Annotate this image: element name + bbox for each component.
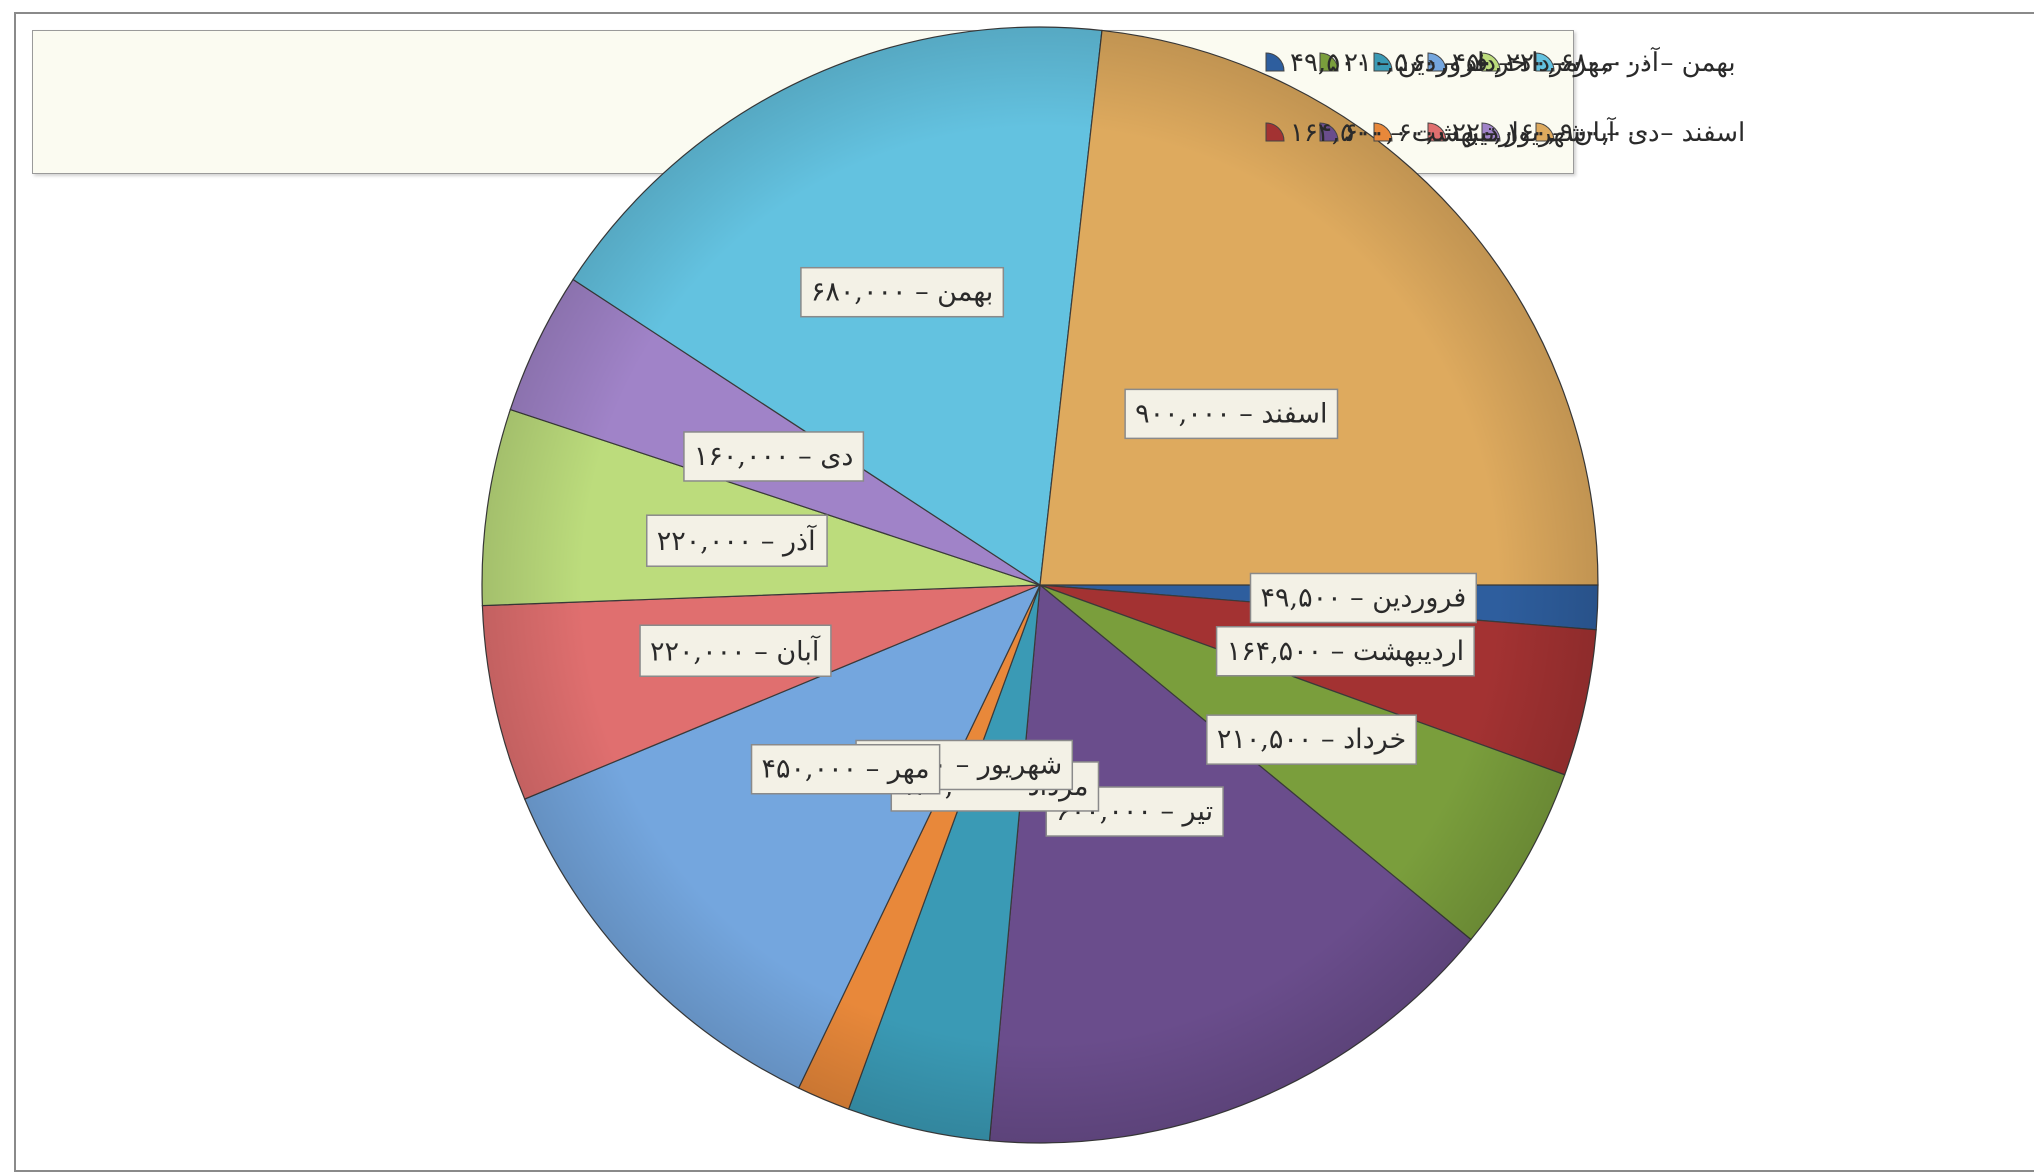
data-label-2-text: اردیبهشت – ۱۶۴,۵۰۰ bbox=[1227, 636, 1465, 667]
data-label-3-text: خرداد – ۲۱۰,۵۰۰ bbox=[1217, 724, 1406, 755]
data-label-8-box bbox=[639, 624, 832, 678]
legend-label-12: اسفند – ۹۰۰,۰۰۰ bbox=[1560, 118, 1745, 148]
legend-item-10: دی – ۱۶۰,۰۰۰ bbox=[1481, 118, 1660, 148]
legend-item-11: بهمن – ۶۸۰,۰۰۰ bbox=[1535, 48, 1736, 78]
data-label-8: آبان – ۲۲۰,۰۰۰ bbox=[639, 624, 832, 678]
data-label-7-box bbox=[750, 743, 941, 795]
legend-swatch-1 bbox=[1265, 52, 1285, 72]
legend-swatch-3 bbox=[1319, 52, 1339, 72]
pie-slice-12 bbox=[1039, 29, 1599, 586]
legend-swatch-2 bbox=[1265, 122, 1285, 142]
data-label-8-text: آبان – ۲۲۰,۰۰۰ bbox=[650, 634, 821, 667]
legend-item-6: شهریور – ۶۰,۰۰۰ bbox=[1373, 118, 1587, 148]
data-label-12: اسفند – ۹۰۰,۰۰۰ bbox=[1124, 388, 1339, 440]
legend-label-2: اردیبهشت – ۱۶۴,۵۰۰ bbox=[1290, 118, 1519, 148]
legend-label-1: فروردین – ۴۹,۵۰۰ bbox=[1290, 48, 1488, 78]
legend-swatch-11 bbox=[1535, 52, 1555, 72]
legend-label-9: آذر – ۲۲۰,۰۰۰ bbox=[1506, 46, 1661, 78]
legend-label-3: خرداد – ۲۱۰,۵۰۰ bbox=[1344, 48, 1526, 78]
pie-data-labels: فروردین – ۴۹,۵۰۰ اردیبهشت – ۱۶۴,۵۰۰ خرداد … bbox=[639, 266, 1477, 837]
data-label-7: مهر – ۴۵۰,۰۰۰ bbox=[750, 743, 941, 795]
data-label-9: آذر – ۲۲۰,۰۰۰ bbox=[645, 514, 828, 567]
legend-swatch-8 bbox=[1427, 122, 1447, 142]
data-label-1-text: فروردین – ۴۹,۵۰۰ bbox=[1261, 582, 1467, 613]
legend-item-1: فروردین – ۴۹,۵۰۰ bbox=[1265, 48, 1488, 78]
legend-label-11: بهمن – ۶۸۰,۰۰۰ bbox=[1560, 48, 1736, 78]
data-label-2-box bbox=[1215, 626, 1475, 677]
legend-label-10: دی – ۱۶۰,۰۰۰ bbox=[1506, 118, 1660, 148]
data-label-3-box bbox=[1206, 714, 1417, 765]
legend-label-8: آبان – ۲۲۰,۰۰۰ bbox=[1452, 116, 1617, 148]
legend-swatch-9 bbox=[1481, 52, 1501, 72]
legend-label-4: تیر – ۶۰۰,۰۰۰ bbox=[1344, 118, 1495, 148]
data-label-9-text: آذر – ۲۲۰,۰۰۰ bbox=[657, 524, 817, 557]
legend-swatch-12 bbox=[1535, 122, 1555, 142]
legend-label-5: مرداد – ۱۶۰,۰۰۰ bbox=[1398, 48, 1578, 78]
pie-chart: فروردین – ۴۹,۵۰۰ اردیبهشت – ۱۶۴,۵۰۰ خرداد … bbox=[481, 26, 1745, 1144]
legend-label-6: شهریور – ۶۰,۰۰۰ bbox=[1398, 118, 1587, 148]
legend-item-3: خرداد – ۲۱۰,۵۰۰ bbox=[1319, 48, 1526, 78]
legend-item-9: آذر – ۲۲۰,۰۰۰ bbox=[1481, 46, 1661, 78]
data-label-3: خرداد – ۲۱۰,۵۰۰ bbox=[1206, 714, 1417, 765]
legend-swatch-5 bbox=[1373, 52, 1393, 72]
data-label-1-box bbox=[1249, 572, 1477, 624]
legend-swatch-6 bbox=[1373, 122, 1393, 142]
legend-swatch-4 bbox=[1319, 122, 1339, 142]
data-label-11-box bbox=[800, 266, 1005, 318]
data-label-2: اردیبهشت – ۱۶۴,۵۰۰ bbox=[1215, 626, 1475, 677]
legend-swatch-10 bbox=[1481, 122, 1501, 142]
data-label-10-text: دی – ۱۶۰,۰۰۰ bbox=[694, 441, 853, 472]
data-label-10-box bbox=[683, 431, 865, 482]
legend-item-8: آبان – ۲۲۰,۰۰۰ bbox=[1427, 116, 1617, 148]
data-label-12-box bbox=[1124, 388, 1339, 440]
legend-swatch-7 bbox=[1427, 52, 1447, 72]
data-label-11: بهمن – ۶۸۰,۰۰۰ bbox=[800, 266, 1005, 318]
data-label-1: فروردین – ۴۹,۵۰۰ bbox=[1249, 572, 1477, 624]
data-label-7-text: مهر – ۴۵۰,۰۰۰ bbox=[762, 754, 930, 785]
legend-item-2: اردیبهشت – ۱۶۴,۵۰۰ bbox=[1265, 118, 1519, 148]
legend-label-7: مهر – ۴۵۰,۰۰۰ bbox=[1452, 48, 1614, 78]
legend-item-12: اسفند – ۹۰۰,۰۰۰ bbox=[1535, 118, 1745, 148]
data-label-9-box bbox=[645, 514, 828, 567]
legend-item-4: تیر – ۶۰۰,۰۰۰ bbox=[1319, 118, 1495, 148]
data-label-10: دی – ۱۶۰,۰۰۰ bbox=[683, 431, 865, 482]
legend-item-5: مرداد – ۱۶۰,۰۰۰ bbox=[1373, 48, 1578, 78]
data-label-11-text: بهمن – ۶۸۰,۰۰۰ bbox=[811, 277, 993, 308]
legend-item-7: مهر – ۴۵۰,۰۰۰ bbox=[1427, 48, 1614, 78]
data-label-12-text: اسفند – ۹۰۰,۰۰۰ bbox=[1135, 398, 1327, 429]
